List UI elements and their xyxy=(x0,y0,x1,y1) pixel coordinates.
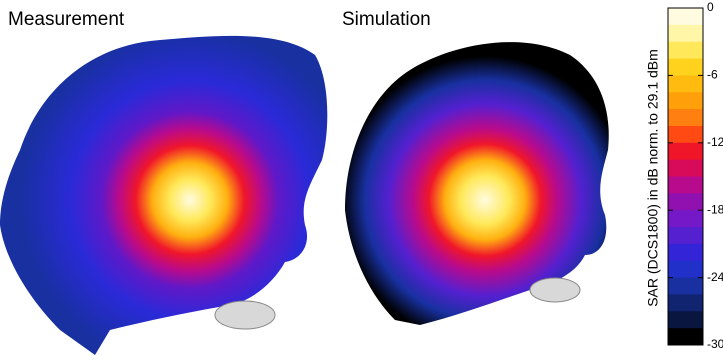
colorbar-band xyxy=(668,261,703,278)
colorbar-band xyxy=(668,278,703,295)
colorbar-band xyxy=(668,328,703,345)
colorbar-band xyxy=(668,109,703,126)
tick-label: -18 xyxy=(707,202,723,216)
colorbar-band xyxy=(668,177,703,194)
figure: Measurement Simulation SAR (DCS1800) in … xyxy=(0,0,723,360)
colorbar-band xyxy=(668,193,703,210)
colorbar-label: SAR (DCS1800) in dB norm. to 29.1 dBm xyxy=(645,49,661,307)
panel-title: Simulation xyxy=(342,9,431,30)
colorbar-band xyxy=(668,8,703,25)
colorbar-band xyxy=(668,311,703,328)
measurement-head xyxy=(0,36,327,355)
colorbar-band xyxy=(668,126,703,143)
colorbar-band xyxy=(668,160,703,177)
phone xyxy=(215,301,275,329)
colorbar-band xyxy=(668,143,703,160)
colorbar-band xyxy=(668,92,703,109)
tick-label: 0 xyxy=(707,0,714,14)
colorbar-band xyxy=(668,294,703,311)
tick-label: -30 xyxy=(707,337,723,351)
tick-label: -24 xyxy=(707,270,723,284)
colorbar-band xyxy=(668,59,703,76)
colorbar-band xyxy=(668,210,703,227)
tick-label: -12 xyxy=(707,135,723,149)
phone xyxy=(530,278,580,302)
colorbar-band xyxy=(668,244,703,261)
colorbar-band xyxy=(668,227,703,244)
colorbar-band xyxy=(668,75,703,92)
colorbar-band xyxy=(668,42,703,59)
panel-title: Measurement xyxy=(8,9,125,30)
tick-label: -6 xyxy=(707,68,718,82)
colorbar-band xyxy=(668,25,703,42)
